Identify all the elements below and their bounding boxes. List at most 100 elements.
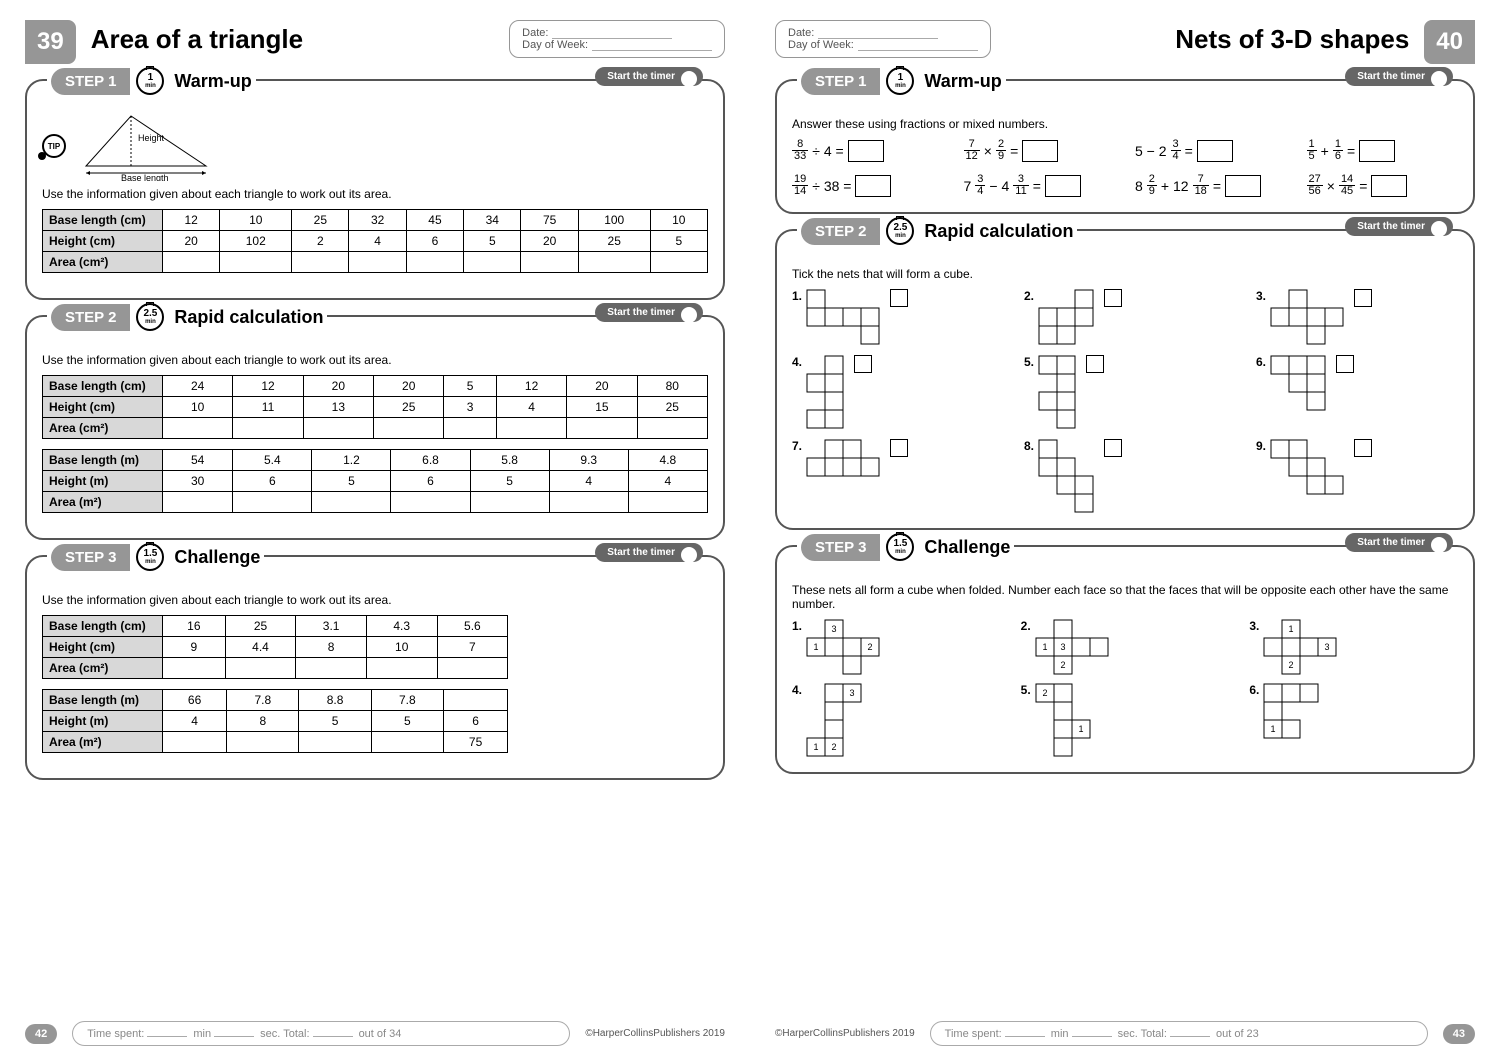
table-cell[interactable]	[292, 252, 349, 273]
table-cell[interactable]: 25	[292, 210, 349, 231]
table-cell[interactable]: 5.6	[437, 616, 508, 637]
table-cell[interactable]: 20	[303, 376, 373, 397]
table-cell[interactable]	[549, 492, 628, 513]
table-cell[interactable]: 30	[163, 471, 233, 492]
checkbox[interactable]	[1104, 289, 1122, 307]
table-cell[interactable]: 10	[366, 637, 437, 658]
table-cell[interactable]: 5	[650, 231, 707, 252]
table-cell[interactable]: 12	[496, 376, 566, 397]
start-timer-button[interactable]: Start the timer	[1345, 217, 1453, 236]
table-cell[interactable]: 9.3	[549, 450, 628, 471]
start-timer-button[interactable]: Start the timer	[1345, 533, 1453, 552]
table-cell[interactable]: 20	[567, 376, 637, 397]
table-cell[interactable]	[296, 658, 367, 679]
table-cell[interactable]: 5	[312, 471, 391, 492]
table-cell[interactable]: 5	[299, 711, 371, 732]
table-cell[interactable]: 5.4	[233, 450, 312, 471]
table-cell[interactable]	[163, 252, 220, 273]
table-cell[interactable]: 12	[163, 210, 220, 231]
table-cell[interactable]: 4.3	[366, 616, 437, 637]
table-cell[interactable]: 5	[464, 231, 521, 252]
table-cell[interactable]: 7.8	[371, 690, 443, 711]
table-cell[interactable]	[163, 732, 227, 753]
answer-box[interactable]	[1045, 175, 1081, 197]
table-cell[interactable]	[464, 252, 521, 273]
answer-box[interactable]	[855, 175, 891, 197]
table-cell[interactable]: 3	[444, 397, 497, 418]
table-cell[interactable]: 4.4	[225, 637, 296, 658]
table-cell[interactable]: 4	[163, 711, 227, 732]
table-cell[interactable]: 7.8	[227, 690, 299, 711]
table-cell[interactable]: 24	[163, 376, 233, 397]
table-cell[interactable]: 5.8	[470, 450, 549, 471]
table-cell[interactable]: 25	[225, 616, 296, 637]
table-cell[interactable]: 5	[371, 711, 443, 732]
table-cell[interactable]	[227, 732, 299, 753]
table-cell[interactable]	[349, 252, 406, 273]
start-timer-button[interactable]: Start the timer	[595, 67, 703, 86]
table-cell[interactable]: 6.8	[391, 450, 470, 471]
table-cell[interactable]: 25	[374, 397, 444, 418]
table-cell[interactable]	[443, 690, 507, 711]
table-cell[interactable]	[371, 732, 443, 753]
table-cell[interactable]: 20	[163, 231, 220, 252]
checkbox[interactable]	[1104, 439, 1122, 457]
table-cell[interactable]: 7	[437, 637, 508, 658]
table-cell[interactable]: 4.8	[628, 450, 707, 471]
table-cell[interactable]: 11	[233, 397, 303, 418]
table-cell[interactable]	[233, 492, 312, 513]
table-cell[interactable]: 1.2	[312, 450, 391, 471]
table-cell[interactable]: 4	[496, 397, 566, 418]
table-cell[interactable]: 100	[578, 210, 650, 231]
table-cell[interactable]	[567, 418, 637, 439]
table-cell[interactable]: 4	[549, 471, 628, 492]
table-cell[interactable]	[303, 418, 373, 439]
table-cell[interactable]: 75	[521, 210, 578, 231]
table-cell[interactable]: 4	[628, 471, 707, 492]
table-cell[interactable]	[437, 658, 508, 679]
table-cell[interactable]: 6	[443, 711, 507, 732]
checkbox[interactable]	[1354, 439, 1372, 457]
answer-box[interactable]	[1359, 140, 1395, 162]
table-cell[interactable]: 25	[637, 397, 707, 418]
checkbox[interactable]	[1336, 355, 1354, 373]
checkbox[interactable]	[1086, 355, 1104, 373]
table-cell[interactable]: 25	[578, 231, 650, 252]
table-cell[interactable]	[225, 658, 296, 679]
table-cell[interactable]: 2	[292, 231, 349, 252]
table-cell[interactable]	[312, 492, 391, 513]
table-cell[interactable]	[374, 418, 444, 439]
answer-box[interactable]	[1225, 175, 1261, 197]
table-cell[interactable]	[163, 658, 226, 679]
table-cell[interactable]: 8	[227, 711, 299, 732]
score-box[interactable]: Time spent: min sec. Total: out of 34	[72, 1021, 570, 1046]
table-cell[interactable]	[496, 418, 566, 439]
answer-box[interactable]	[1022, 140, 1058, 162]
table-cell[interactable]	[299, 732, 371, 753]
table-cell[interactable]: 45	[406, 210, 463, 231]
table-cell[interactable]: 6	[406, 231, 463, 252]
table-cell[interactable]: 5	[470, 471, 549, 492]
table-cell[interactable]: 10	[650, 210, 707, 231]
table-cell[interactable]	[233, 418, 303, 439]
table-cell[interactable]: 10	[220, 210, 292, 231]
table-cell[interactable]	[391, 492, 470, 513]
table-cell[interactable]: 10	[163, 397, 233, 418]
start-timer-button[interactable]: Start the timer	[595, 303, 703, 322]
answer-box[interactable]	[1197, 140, 1233, 162]
table-cell[interactable]: 6	[391, 471, 470, 492]
table-cell[interactable]	[521, 252, 578, 273]
table-cell[interactable]	[163, 492, 233, 513]
table-cell[interactable]: 32	[349, 210, 406, 231]
table-cell[interactable]	[406, 252, 463, 273]
table-cell[interactable]: 20	[521, 231, 578, 252]
table-cell[interactable]: 3.1	[296, 616, 367, 637]
table-cell[interactable]: 5	[444, 376, 497, 397]
table-cell[interactable]: 13	[303, 397, 373, 418]
answer-box[interactable]	[848, 140, 884, 162]
table-cell[interactable]	[578, 252, 650, 273]
answer-box[interactable]	[1371, 175, 1407, 197]
start-timer-button[interactable]: Start the timer	[1345, 67, 1453, 86]
table-cell[interactable]: 9	[163, 637, 226, 658]
table-cell[interactable]: 20	[374, 376, 444, 397]
